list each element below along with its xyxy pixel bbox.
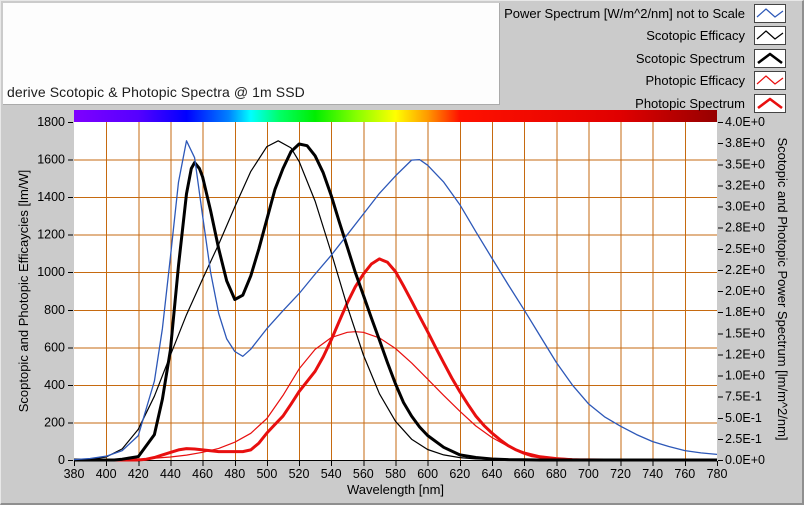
right-tick-label: 2.5E+0 <box>725 242 765 256</box>
legend-glyph-box-photopic-spectrum <box>754 93 786 113</box>
x-tick-label: 460 <box>192 467 213 481</box>
axis-tick-labels: 380 400 420 440 460 480 500 520 540 560 580 600 620 6… <box>37 115 765 481</box>
x-tick-label: 440 <box>160 467 181 481</box>
legend-glyph-box-scotopic-efficacy <box>754 26 786 46</box>
line-style-icon <box>756 8 784 18</box>
left-tick-label: 1400 <box>37 190 65 204</box>
line-style-icon <box>757 97 783 109</box>
x-tick-label: 380 <box>64 467 85 481</box>
right-tick-label: 3.8E+0 <box>725 136 765 150</box>
legend-label-power-spectrum: Power Spectrum [W/m^2/nm] not to Scale <box>504 6 745 21</box>
right-tick-label: 3.0E+0 <box>725 200 765 214</box>
curve-scotopic-efficacy <box>74 140 717 461</box>
curve-power-spectrum <box>74 140 717 461</box>
right-axis-title: Scotopic and Photopic Power Spectrum [lm… <box>775 137 790 440</box>
right-tick-label: 5.0E-1 <box>725 411 762 425</box>
left-tick-label: 200 <box>44 415 65 429</box>
wavelength-color-bar <box>74 110 717 122</box>
curve-scotopic-spectrum <box>74 142 717 462</box>
left-tick-label: 1600 <box>37 153 65 167</box>
right-tick-label: 1.0E+0 <box>725 369 765 383</box>
x-tick-label: 540 <box>321 467 342 481</box>
legend-glyph-box-power-spectrum <box>754 4 786 23</box>
legend-item-photopic-efficacy[interactable]: Photopic Efficacy <box>646 70 786 91</box>
right-tick-label: 4.0E+0 <box>725 115 765 129</box>
x-tick-label: 480 <box>224 467 245 481</box>
left-tick-label: 1800 <box>37 115 65 129</box>
left-tick-label: 800 <box>44 303 65 317</box>
panel-title: derive Scotopic & Photopic Spectra @ 1m … <box>7 84 305 100</box>
x-tick-label: 640 <box>482 467 503 481</box>
legend-label-photopic-efficacy: Photopic Efficacy <box>645 73 745 89</box>
legend-glyph-box-scotopic-spectrum <box>754 48 786 68</box>
x-tick-label: 600 <box>417 467 438 481</box>
right-tick-label: 3.5E+0 <box>725 157 765 171</box>
legend-item-power-spectrum[interactable]: Power Spectrum [W/m^2/nm] not to Scale <box>504 3 786 24</box>
left-axis-title: Scoptopic and Photopic Efficaycies [lm/W… <box>16 170 31 413</box>
right-tick-label: 2.2E+0 <box>725 263 765 277</box>
x-tick-label: 700 <box>578 467 599 481</box>
x-tick-label: 580 <box>385 467 406 481</box>
x-tick-label: 780 <box>707 467 728 481</box>
plot-area[interactable] <box>74 110 717 460</box>
right-tick-label: 7.5E-1 <box>725 390 762 404</box>
axis-ticks <box>68 122 723 466</box>
x-tick-label: 420 <box>128 467 149 481</box>
left-tick-label: 1000 <box>37 265 65 279</box>
legend-label-scotopic-efficacy: Scotopic Efficacy <box>646 28 745 44</box>
plot-curves <box>74 140 717 462</box>
x-tick-label: 500 <box>256 467 277 481</box>
x-tick-label: 560 <box>353 467 374 481</box>
right-tick-label: 2.8E+0 <box>725 221 765 235</box>
x-tick-label: 760 <box>674 467 695 481</box>
left-tick-label: 1200 <box>37 228 65 242</box>
x-tick-label: 520 <box>289 467 310 481</box>
x-tick-label: 680 <box>546 467 567 481</box>
legend-item-scotopic-spectrum[interactable]: Scotopic Spectrum <box>636 48 786 69</box>
right-tick-label: 1.8E+0 <box>725 305 765 319</box>
x-tick-label: 400 <box>96 467 117 481</box>
left-tick-label: 400 <box>44 378 65 392</box>
right-tick-label: 0.0E+0 <box>725 453 765 467</box>
line-style-icon <box>756 30 784 40</box>
legend-label-photopic-spectrum: Photopic Spectrum <box>635 95 745 111</box>
line-style-icon <box>756 75 784 85</box>
title-panel: derive Scotopic & Photopic Spectra @ 1m … <box>3 3 500 105</box>
x-tick-label: 620 <box>449 467 470 481</box>
right-tick-label: 2.0E+0 <box>725 284 765 298</box>
right-tick-label: 2.5E-1 <box>725 432 762 446</box>
right-tick-label: 3.2E+0 <box>725 178 765 192</box>
legend-glyph-box-photopic-efficacy <box>754 71 786 91</box>
x-tick-label: 660 <box>514 467 535 481</box>
curve-photopic-efficacy <box>74 331 717 461</box>
left-tick-label: 600 <box>44 340 65 354</box>
legend-item-scotopic-efficacy[interactable]: Scotopic Efficacy <box>646 25 786 46</box>
line-style-icon <box>757 52 783 64</box>
x-axis-title: Wavelength [nm] <box>347 482 444 497</box>
right-tick-label: 1.2E+0 <box>725 347 765 361</box>
x-tick-label: 740 <box>642 467 663 481</box>
legend-item-photopic-spectrum[interactable]: Photopic Spectrum <box>635 93 786 114</box>
x-tick-label: 720 <box>610 467 631 481</box>
legend-label-scotopic-spectrum: Scotopic Spectrum <box>635 50 745 66</box>
right-tick-label: 1.5E+0 <box>725 326 765 340</box>
left-tick-label: 0 <box>58 453 65 467</box>
